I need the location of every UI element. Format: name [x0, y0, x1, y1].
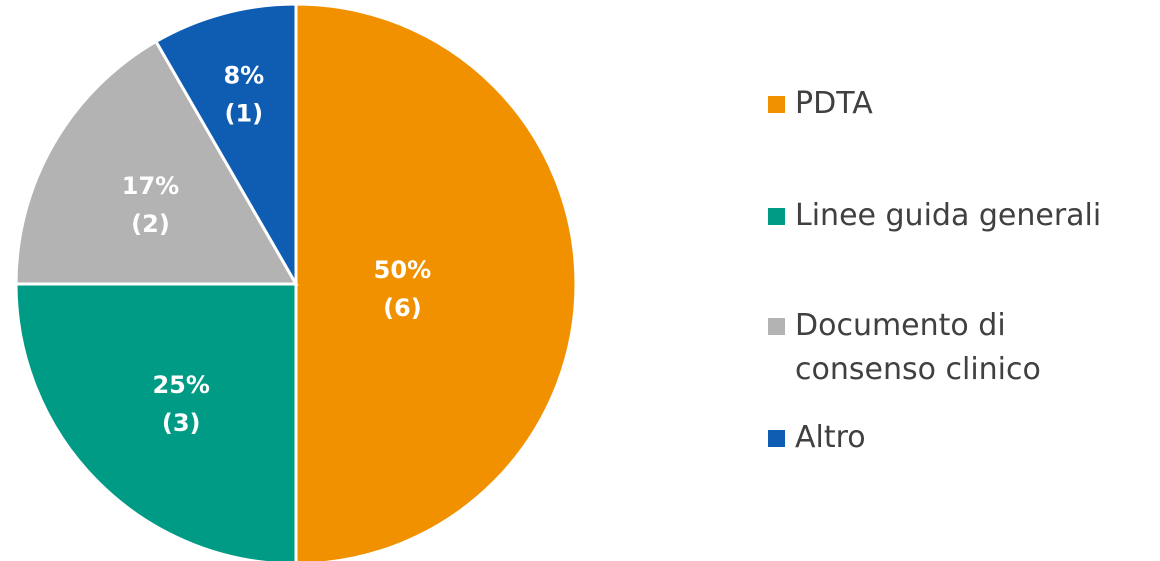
legend-swatch-altro [768, 430, 785, 447]
slice-count-label-altro: (1) [225, 99, 264, 127]
legend-item-altro: Altro [768, 416, 1150, 460]
legend-item-pdta: PDTA [768, 82, 1150, 126]
pie-slice-altro [153, 2, 298, 290]
legend-item-documento: Documento di consenso clinico [768, 304, 1150, 392]
legend-swatch-linee-guida [768, 208, 785, 225]
slice-count-label-linee-guida: (3) [162, 409, 201, 437]
legend-label-linee-guida: Linee guida generali [795, 198, 1102, 233]
pie-slice-documento [14, 39, 299, 286]
legend-label-altro: Altro [795, 420, 866, 455]
slice-percent-label-documento: 17% [122, 172, 179, 200]
slice-percent-label-altro: 8% [223, 61, 264, 89]
slice-percent-label-pdta: 50% [374, 256, 431, 284]
legend-label-pdta: PDTA [795, 86, 873, 121]
slice-percent-label-linee-guida: 25% [152, 371, 209, 399]
slice-count-label-pdta: (6) [383, 294, 422, 322]
pie-slice-pdta [294, 2, 578, 561]
pie-slice-linee-guida [14, 282, 298, 561]
legend-label-documento: Documento di consenso clinico [795, 308, 1041, 387]
slice-count-label-documento: (2) [131, 210, 170, 238]
legend-swatch-pdta [768, 96, 785, 113]
legend-swatch-documento [768, 318, 785, 335]
legend-item-linee-guida: Linee guida generali [768, 194, 1150, 238]
